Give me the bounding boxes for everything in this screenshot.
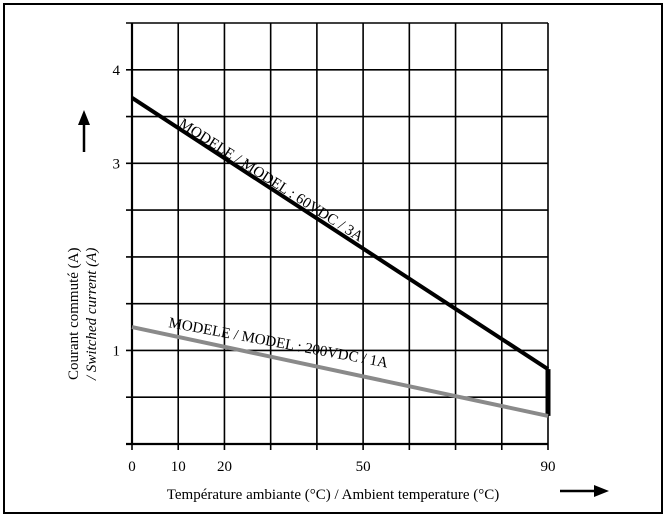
series-line-60vdc xyxy=(130,96,550,371)
series-line-200vdc xyxy=(131,325,549,418)
y-axis-title-line1: Courant commuté (A) xyxy=(66,248,82,380)
x-axis-arrow-icon xyxy=(560,485,609,497)
y-tick-label: 4 xyxy=(113,63,121,79)
x-tick-label: 50 xyxy=(356,459,371,475)
x-axis-title: Température ambiante (°C) / Ambient temp… xyxy=(167,487,500,503)
y-axis-arrow-icon xyxy=(78,110,90,152)
x-tick-label: 90 xyxy=(541,459,556,475)
x-tick-label: 0 xyxy=(128,459,136,475)
x-tick-label: 10 xyxy=(171,459,186,475)
tick-labels: 0 10 20 50 90 1 3 4 xyxy=(113,63,556,475)
y-axis-title-line2: / Switched current (A) xyxy=(84,248,100,381)
y-tick-label: 3 xyxy=(113,156,121,172)
grid xyxy=(126,22,549,450)
series-lines xyxy=(130,96,551,418)
y-tick-label: 1 xyxy=(113,343,121,359)
chart-frame xyxy=(3,3,663,514)
x-tick-label: 20 xyxy=(217,459,232,475)
